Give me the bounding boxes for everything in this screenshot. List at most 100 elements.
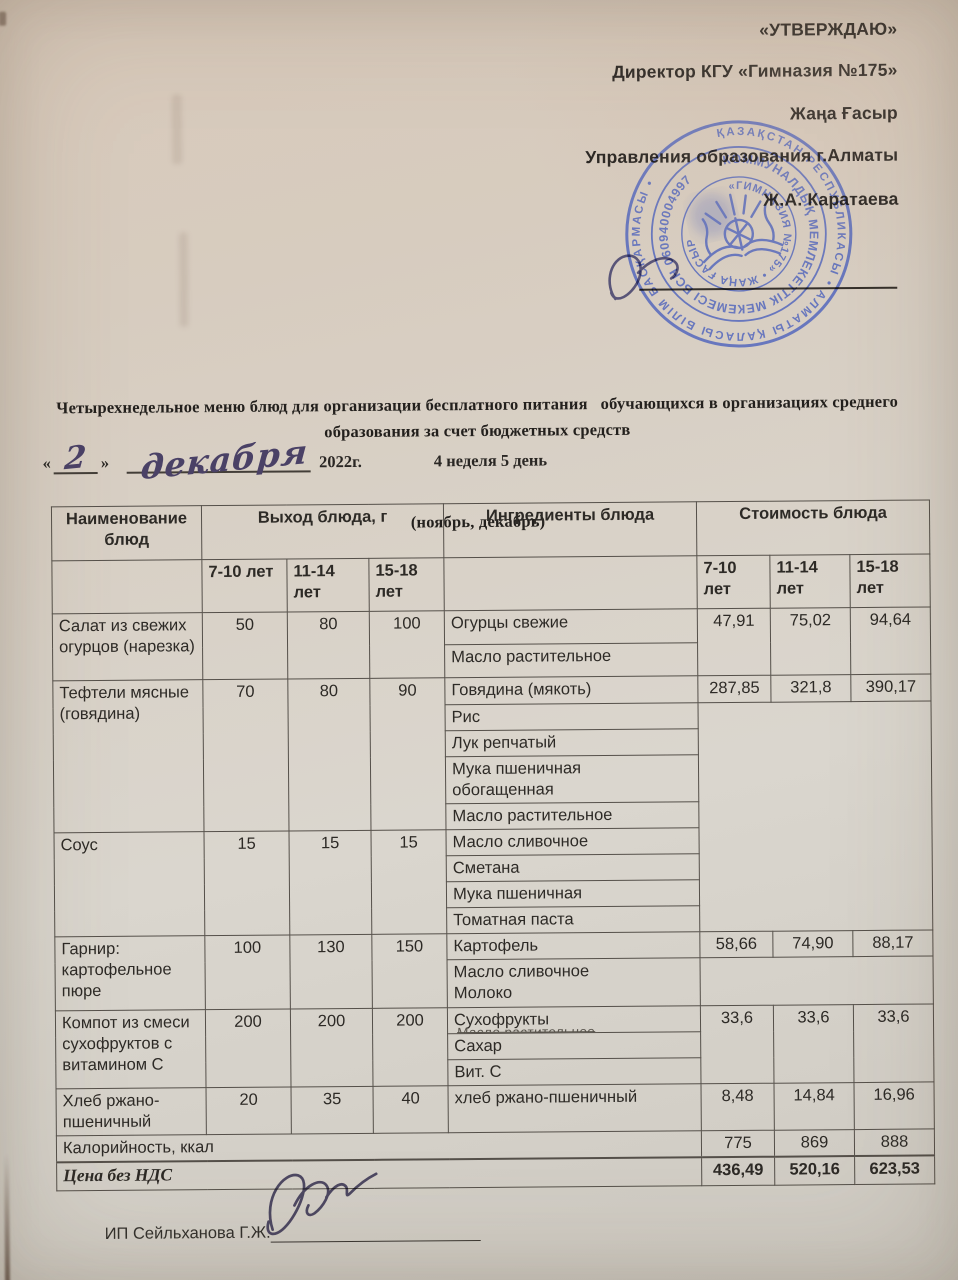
stamp-ink-blot [690,193,735,238]
dish-name-cell: Салат из свежих огурцов (нарезка) [52,612,203,681]
age-group-cell: 15-18 лет [368,557,445,612]
price-merged-cell [700,955,934,1006]
photo-edge-shadow [4,1153,11,1280]
photo-corner-mark [0,11,7,26]
age-group-cell: 11-14 лет [286,558,370,613]
struck-ingredient: Масло растительное [456,1024,596,1034]
date-line: « 2 » декабря 2022г. 4 неделя 5 день [42,432,548,487]
portion-cell: 15 [203,830,290,936]
close-quote: » [100,452,110,472]
calories-value-cell: 869 [774,1129,855,1157]
price-cell: 47,91 [697,608,771,676]
header-portion-cell: Выход блюда, г [201,503,444,560]
stamp-emblem [701,193,784,271]
total-price-value-cell: 520,16 [774,1156,855,1185]
table-row: Компот из смеси сухофруктов с витамином … [55,1003,935,1089]
price-cell: 8,48 [701,1083,775,1131]
table-row: Цена без НДС 436,49 520,16 623,53 [56,1155,935,1191]
portion-cell: 35 [291,1086,374,1134]
portion-cell: 150 [371,933,448,1009]
price-cell: 33,6 [700,1005,775,1084]
ingredient-cell: Масло растительное [445,801,700,830]
portion-cell: 130 [289,934,373,1009]
director-signature-flourish [608,254,679,301]
title-main: Четырехнедельное меню блюд для организац… [56,391,903,442]
age-group-cell: 7-10 лет [201,559,288,613]
signer-signature-flourish [266,1172,378,1236]
header-name-cell: Наименование блюд [51,505,202,561]
price-cell: 321,8 [770,674,852,703]
portion-cell: 15 [370,829,447,935]
portion-cell: 80 [287,611,370,680]
ingredient-cell: Рис [445,702,699,731]
director-line: Директор КГУ «Гимназия №175» [612,59,898,82]
calories-value-cell: 888 [854,1128,935,1157]
header-cost-cell: Стоимость блюда [696,499,930,556]
price-cell: 75,02 [770,607,851,676]
total-price-value-cell: 623,53 [854,1155,935,1185]
day-blank: 2 [53,439,98,477]
week-day-label: 4 неделя 5 день [433,450,548,471]
year-label: 2022г. [319,451,362,472]
dish-name-cell: Хлеб ржано-пшеничный [56,1087,207,1136]
portion-cell: 100 [369,610,445,679]
portion-cell: 15 [288,830,372,935]
portion-cell: 40 [373,1085,449,1134]
approve-label: «УТВЕРЖДАЮ» [759,18,898,40]
portion-cell: 200 [290,1008,374,1087]
ingredient-cell: Масло сливочное [446,827,700,856]
table-row: Салат из свежих огурцов (нарезка) 50 80 100… [52,606,931,681]
portion-cell: 200 [205,1008,292,1088]
dish-name-cell: Соус [54,831,205,937]
header-empty-cell [443,555,698,611]
price-cell: 33,6 [773,1004,855,1084]
age-group-cell: 15-18 лет [849,553,931,608]
total-price-value-cell: 436,49 [701,1156,775,1186]
portion-cell: 80 [287,678,371,831]
ingredient-cell: Сметана [446,853,700,882]
price-cell: 287,85 [697,675,772,703]
ingredient-cell: Масло сливочное Молоко [447,957,701,1008]
price-cell: 58,66 [699,931,774,958]
price-cell: 16,96 [854,1081,935,1130]
age-group-cell: 7-10 лет [696,555,771,609]
price-cell: 88,17 [852,929,934,957]
price-cell: 33,6 [853,1003,935,1083]
table-row: Наименование блюд Выход блюда, г Ингредиен… [51,499,930,561]
dish-name-cell: Гарнир: картофельное пюре [54,935,206,1011]
header-empty-cell [51,559,203,614]
ingredient-cell: Лук репчатый [445,728,699,757]
age-group-cell: 11-14 лет [769,554,851,609]
official-stamp: ҚАЗАҚСТАН РЕСПУБЛИКАСЫ • АЛМАТЫ ҚАЛАСЫ Б… [618,113,860,355]
table-row: Хлеб ржано-пшеничный 20 35 40 хлеб ржано-пше… [56,1081,935,1136]
price-merged-cell [698,700,933,932]
portion-cell: 70 [202,679,289,832]
portion-cell: 90 [369,677,447,831]
portion-cell: 200 [372,1007,449,1087]
table-row: 7-10 лет 11-14 лет 15-18 лет 7-10 лет 11-14 … [51,553,931,614]
header-ingredients-cell: Ингредиенты блюда [443,501,697,558]
ingredient-cell: Мука пшеничная обогащенная [445,754,699,804]
dish-name-cell: Компот из смеси сухофруктов с витамином … [55,1009,207,1089]
approval-block: «УТВЕРЖДАЮ» Директор КГУ «Гимназия №175»… [341,0,901,210]
ingredient-cell: Вит. С [447,1057,702,1086]
ingredient-cell: Масло растительное [444,642,698,678]
handwritten-day: 2 [63,438,88,478]
month-blank: декабря [126,432,311,487]
open-quote: « [42,453,51,473]
price-cell: 74,90 [772,930,854,958]
price-cell: 94,64 [850,606,931,675]
ingredient-cell: Мука пшеничная [446,879,700,908]
price-cell: 14,84 [774,1082,855,1131]
menu-table: Наименование блюд Выход блюда, г Ингредиен… [51,499,935,1191]
price-cell: 390,17 [850,673,932,702]
bleed-through-smudge [171,94,183,165]
dish-name-cell: Тефтели мясные (говядина) [52,679,204,833]
ingredient-cell: хлеб ржано-пшеничный [448,1083,702,1133]
bleed-through-smudge [178,232,189,328]
portion-cell: 20 [206,1086,292,1135]
portion-cell: 100 [204,934,291,1010]
ingredient-cell: Огурцы свежие [444,608,698,645]
